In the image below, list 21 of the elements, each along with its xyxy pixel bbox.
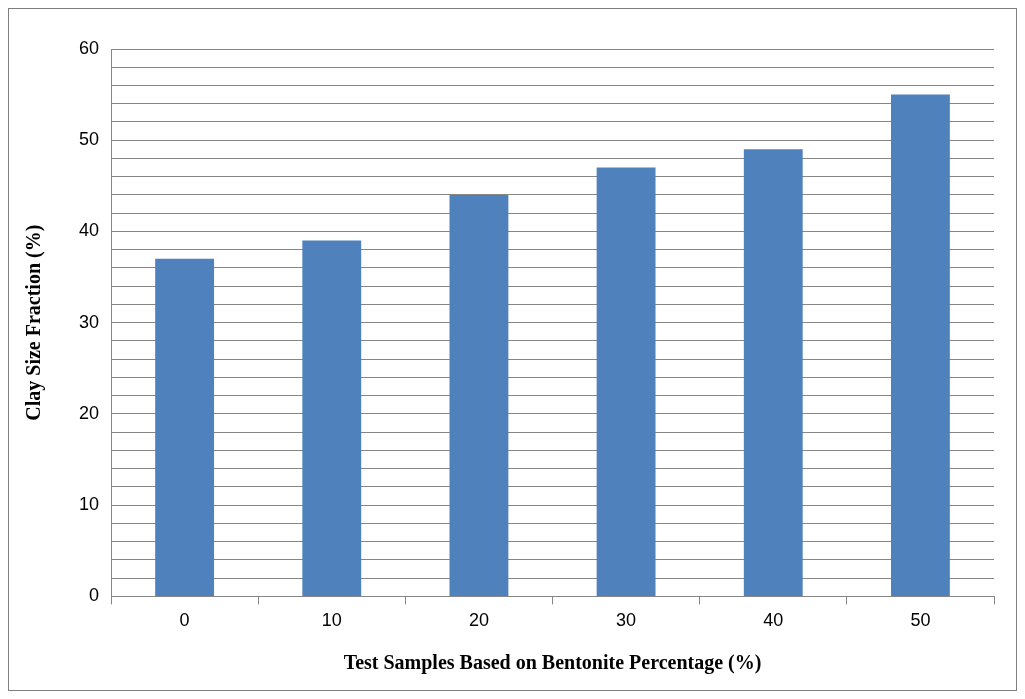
x-tick-label: 0 [179,610,190,631]
x-axis-title: Test Samples Based on Bentonite Percentage (%) [343,651,762,675]
bar [155,258,215,596]
bar [449,194,509,596]
y-tick-label: 40 [78,220,100,241]
bar [890,94,950,596]
y-tick-label: 20 [78,402,100,423]
y-axis-title: Clay Size Fraction (%) [22,224,46,421]
x-tick-label: 10 [321,610,342,631]
bar [743,149,803,596]
bar [596,167,656,596]
y-tick-label: 60 [78,37,100,58]
y-tick-label: 30 [78,311,100,332]
bar [302,240,362,596]
x-tick-label: 30 [616,610,637,631]
y-tick-label: 0 [89,585,100,606]
x-tick-label: 20 [468,610,489,631]
y-tick-label: 50 [78,129,100,150]
x-tick-label: 50 [910,610,931,631]
x-tick-label: 40 [763,610,784,631]
y-tick-label: 10 [78,494,100,515]
